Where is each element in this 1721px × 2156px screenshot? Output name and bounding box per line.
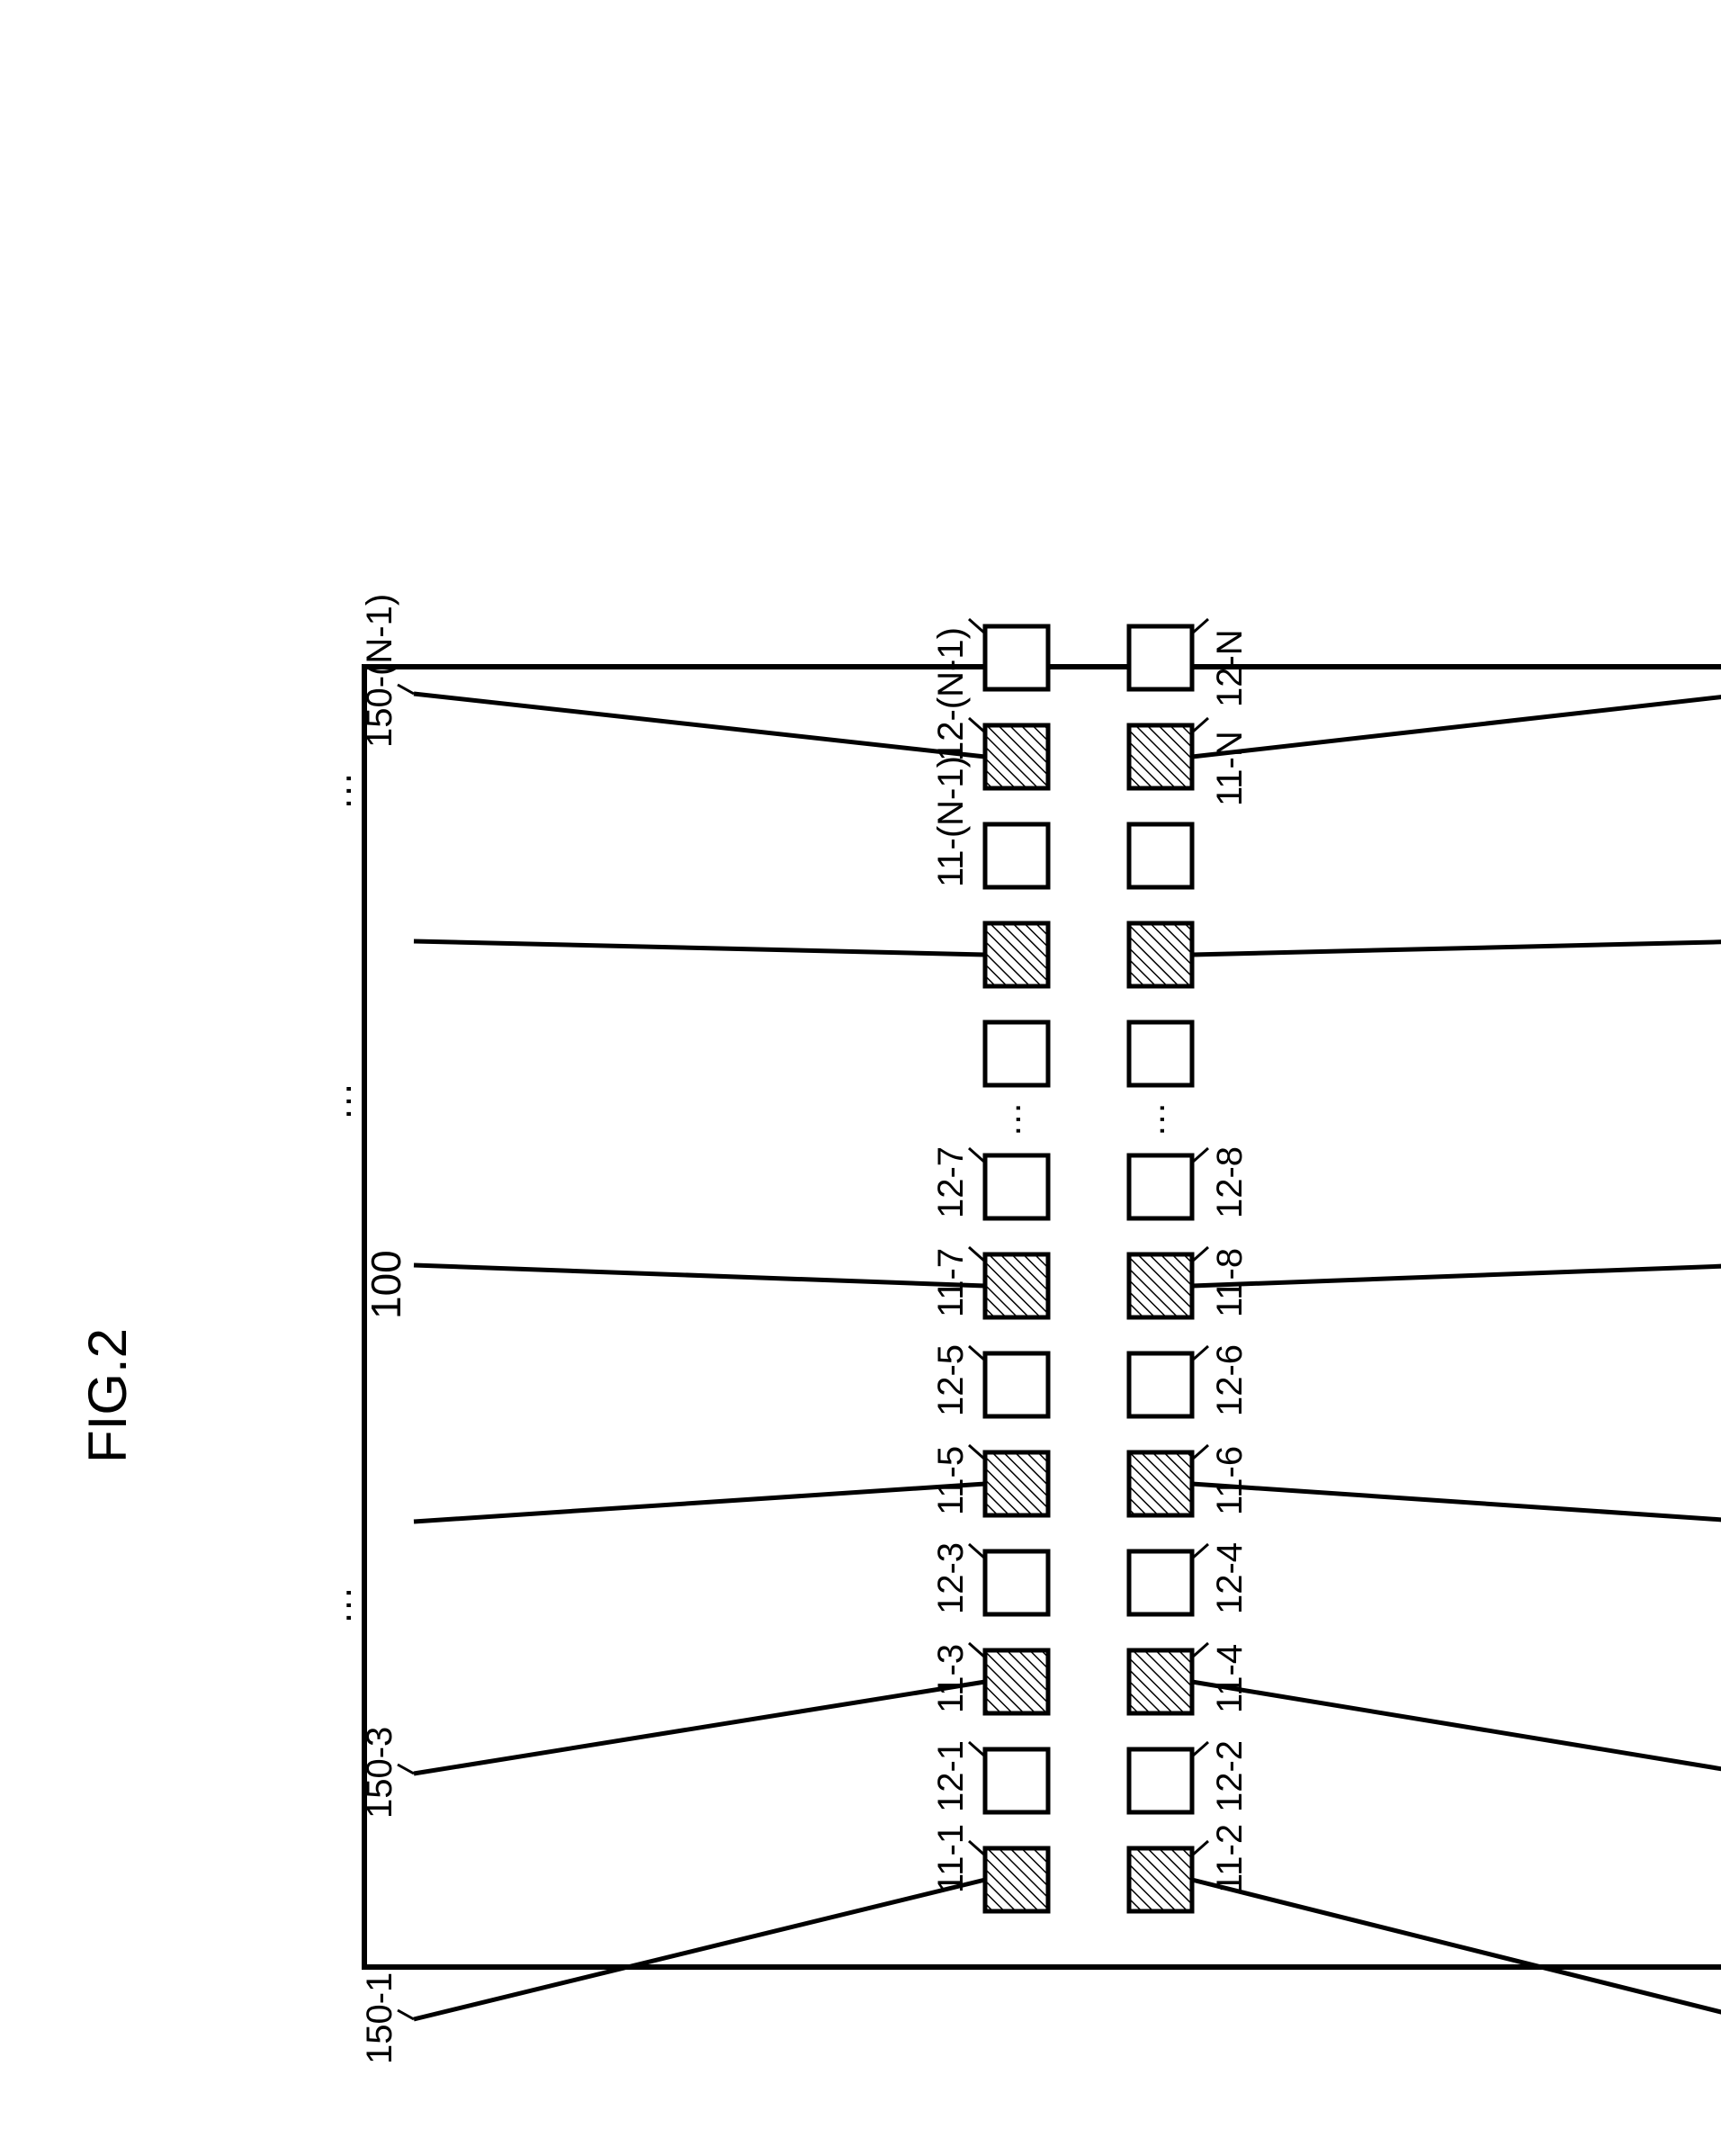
label-12: 12-N [1210, 629, 1250, 707]
hdots: … [1133, 1101, 1172, 1137]
lead-label-top: 150-1 [360, 1972, 399, 2064]
label-12: 12-5 [931, 1344, 971, 1416]
label-12: 12-7 [931, 1146, 971, 1218]
label-11: 11-4 [1210, 1644, 1250, 1713]
lead-label-top: 150-(N-1) [360, 594, 399, 748]
figure-svg: 100FIG.211-112-111-312-311-512-511-712-7… [0, 0, 1721, 2156]
figure-container: 100FIG.211-112-111-312-311-512-511-712-7… [0, 0, 1721, 2156]
label-11: 11-(N-1) [931, 756, 971, 887]
frame-label: 100 [363, 1250, 409, 1319]
hdots-outer: … [316, 1082, 360, 1121]
hdots-outer: … [316, 771, 360, 811]
hdots-outer: … [316, 1586, 360, 1625]
label-11: 11-5 [931, 1446, 971, 1515]
lead-label-top: 150-3 [360, 1727, 399, 1819]
label-12: 12-2 [1210, 1740, 1250, 1812]
label-11: 11-2 [1210, 1824, 1250, 1893]
label-11: 11-6 [1210, 1446, 1250, 1515]
label-12: 12-(N-1) [931, 627, 971, 761]
label-12: 12-3 [931, 1542, 971, 1614]
label-12: 12-8 [1210, 1146, 1250, 1218]
label-12: 12-1 [931, 1740, 971, 1812]
label-12: 12-6 [1210, 1344, 1250, 1416]
label-12: 12-4 [1210, 1542, 1250, 1614]
label-11: 11-3 [931, 1644, 971, 1713]
figure-title: FIG.2 [77, 1328, 138, 1463]
label-11: 11-N [1210, 731, 1250, 806]
hdots: … [989, 1101, 1028, 1137]
